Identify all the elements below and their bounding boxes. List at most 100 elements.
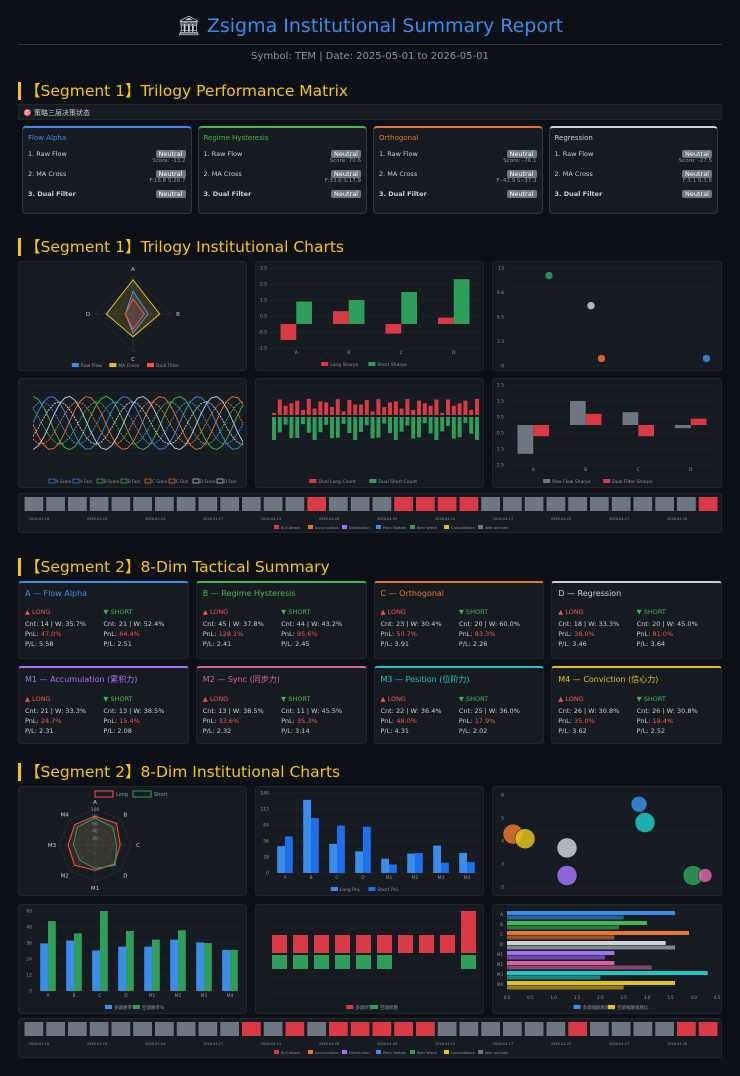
bar-short bbox=[411, 417, 416, 439]
legend-swatch bbox=[371, 1005, 378, 1009]
legend-label: Short bbox=[154, 792, 167, 798]
tactical-row: A — Flow Alpha ▲ LONG Cnt: 14 | W: 35.7% Pn… bbox=[18, 581, 722, 659]
y-tick-label: M4 bbox=[497, 982, 503, 987]
bar-Short PnL bbox=[311, 818, 319, 873]
bar-空頭勝率% bbox=[48, 921, 56, 991]
bar-long-state bbox=[377, 935, 392, 953]
long-column: ▲ LONG Cnt: 45 | W: 37.8% PnL: 128.1% P/L: … bbox=[203, 608, 281, 649]
bar-long bbox=[507, 911, 675, 915]
bar-Long Sharpe bbox=[438, 317, 454, 324]
profit-loss-ratio: P/L: 2.45 bbox=[281, 640, 310, 648]
bar-short bbox=[457, 417, 462, 438]
legend-label: Wait and see bbox=[485, 526, 508, 530]
pnl-text: PnL: 81.0% bbox=[636, 630, 674, 638]
chart-radar1: A B C D Raw Flow MA Cross Dual Filter bbox=[18, 261, 247, 371]
date-label: 2026-03-24 bbox=[145, 517, 166, 521]
chart-scatter1: 0 3.3 6.5 9.8 13 bbox=[492, 261, 722, 371]
state-cell bbox=[394, 1022, 413, 1036]
state-cell bbox=[503, 497, 522, 511]
long-label: ▲ LONG bbox=[558, 608, 584, 616]
count-winrate: Cnt: 13 | W: 38.5% bbox=[103, 707, 165, 715]
matrix-card-title: Flow Alpha bbox=[28, 134, 67, 142]
bar-空頭勝率% bbox=[100, 911, 108, 991]
long-label: ▲ LONG bbox=[202, 608, 229, 616]
legend-swatch bbox=[216, 478, 224, 484]
legend-swatch bbox=[96, 478, 104, 484]
short-column: ▼ SHORT Cnt: 13 | W: 38.5% PnL: 15.4% P/L: … bbox=[103, 695, 181, 736]
pnl-text: PnL: 50.7% bbox=[380, 630, 417, 638]
bar-Short Sharpe bbox=[296, 301, 312, 324]
state-cell bbox=[307, 497, 326, 511]
date-label: 2026-03-16 bbox=[29, 1042, 49, 1046]
state-cell bbox=[285, 1022, 305, 1036]
profit-loss-ratio: P/L: 2.52 bbox=[636, 727, 666, 735]
matrix-row-item: 1. Raw Flow Neutral bbox=[204, 149, 361, 158]
y-tick-label: 4 bbox=[501, 839, 504, 845]
bar-long bbox=[440, 412, 445, 415]
y-tick-label: 6 bbox=[501, 793, 504, 799]
matrix-row-item: 2. MA Cross Neutral bbox=[28, 169, 186, 178]
bar-short bbox=[507, 925, 619, 930]
state-cell bbox=[481, 497, 500, 511]
legend-swatch bbox=[444, 525, 449, 529]
legend-label: B Score bbox=[104, 479, 120, 484]
x-tick-label: 4.5 bbox=[714, 995, 721, 1000]
line-series-B Fast bbox=[32, 401, 244, 445]
matrix-card: Orthogonal 1. Raw Flow Neutral Score: -76.1… bbox=[373, 126, 543, 214]
legend-swatch bbox=[478, 525, 483, 529]
x-tick-label: M1 bbox=[386, 875, 393, 881]
profit-loss-ratio: P/L: 2.02 bbox=[458, 727, 488, 735]
pnl-value: 50.7% bbox=[396, 630, 417, 638]
radar-axis-label: B bbox=[124, 813, 128, 819]
tactical-card: M1 — Accumulation (累积力) ▲ LONG Cnt: 21 | W… bbox=[18, 666, 189, 744]
x-tick-label: D bbox=[124, 993, 128, 999]
bar-short bbox=[388, 417, 392, 434]
legend-label: Accumulation bbox=[315, 1051, 339, 1055]
legend-label: Long PnL bbox=[340, 887, 361, 893]
legend-swatch bbox=[120, 478, 128, 484]
long-label: ▲ LONG bbox=[202, 695, 229, 703]
tactical-columns: ▲ LONG Cnt: 21 | W: 33.3% PnL: 24.7% P/L: 2… bbox=[25, 695, 182, 736]
bar-long bbox=[272, 413, 276, 415]
score-text: Score: 70.6 bbox=[329, 158, 361, 164]
pnl-value: 83.3% bbox=[474, 630, 496, 638]
bar-Short PnL bbox=[337, 825, 345, 873]
line-series-C Score bbox=[32, 396, 244, 450]
x-tick-label: M2 bbox=[412, 875, 419, 881]
bar-Raw Flow Sharpe bbox=[570, 401, 586, 425]
pnl-value: 17.9% bbox=[474, 717, 496, 725]
pnl-value: 15.4% bbox=[119, 717, 140, 725]
legend-label: Panic Bottom bbox=[383, 1051, 407, 1055]
legend-label: Accumulation bbox=[315, 526, 339, 530]
y-tick-label: -1.5 bbox=[258, 346, 267, 352]
bar-Dual Filter Sharpe bbox=[638, 425, 654, 437]
bar-long bbox=[399, 408, 404, 415]
bar-long-state bbox=[272, 935, 287, 953]
short-column: ▼ SHORT Cnt: 44 | W: 43.2% PnL: 95.6% P/L: … bbox=[281, 608, 359, 649]
x-tick-label: A bbox=[532, 467, 536, 473]
bar-short bbox=[422, 417, 427, 424]
state-cell bbox=[655, 497, 674, 511]
matrix-row-item: 3. Dual Filter Neutral bbox=[204, 189, 361, 198]
chart-winrate: 0 12 24 36 48 60 A B C D M1 M2 M3 M4 多頭勝率% 空頭勝率% bbox=[18, 904, 247, 1014]
pnl-value: 19.4% bbox=[652, 717, 674, 725]
profit-loss-ratio: P/L: 3.46 bbox=[558, 640, 587, 648]
bar-Long PnL bbox=[355, 851, 363, 873]
bar-short bbox=[451, 417, 456, 439]
bar-多頭勝率% bbox=[196, 942, 204, 991]
state-cell bbox=[698, 1022, 718, 1036]
date-label: 2026-03-27 bbox=[203, 1042, 223, 1046]
x-tick-label: C bbox=[637, 467, 640, 473]
section-title: 【Segment 1】Trilogy Performance Matrix bbox=[18, 82, 348, 100]
bar-long bbox=[507, 961, 615, 965]
state-cell bbox=[350, 497, 370, 511]
bar-Long PnL bbox=[277, 846, 285, 873]
y-tick-label: 48 bbox=[26, 925, 32, 931]
bar-short bbox=[434, 417, 439, 440]
matrix-card-title: Regression bbox=[554, 134, 593, 142]
bar-Short Sharpe bbox=[453, 279, 470, 324]
bar-Long PnL bbox=[329, 843, 337, 873]
bar-long bbox=[507, 941, 666, 945]
y-tick-label: M2 bbox=[497, 962, 503, 967]
state-cell bbox=[677, 497, 696, 511]
